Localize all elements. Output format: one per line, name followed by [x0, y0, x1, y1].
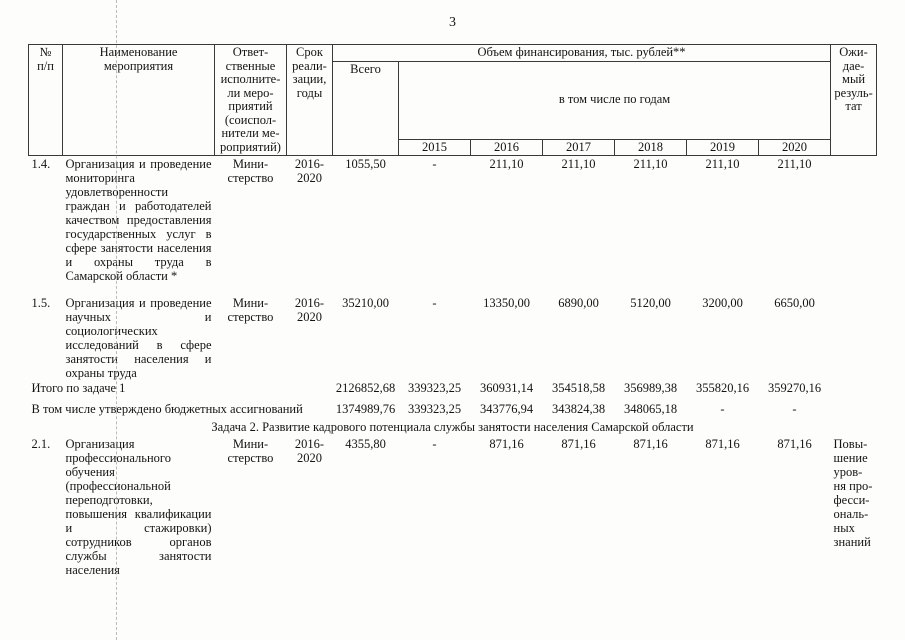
amount-2017: 343824,38	[551, 402, 606, 416]
amount-2015: -	[432, 296, 437, 310]
summary-row-task1-total: Итого по задаче 1 2126852,68 339323,25 3…	[29, 380, 877, 395]
measure-name: Организация и проведение мониторинга удо…	[65, 157, 212, 283]
expected-result	[831, 395, 877, 416]
col-header-responsible: Ответ- ственные исполните- ли меро- прия…	[214, 44, 287, 156]
total-amount: 4355,80	[345, 437, 386, 451]
responsible-executor: Мини- стерство	[227, 437, 274, 465]
page-number: 3	[449, 15, 456, 30]
responsible-executor: Мини- стерство	[227, 296, 274, 324]
amount-2019: 3200,00	[702, 296, 743, 310]
expected-result: Повы- шение уров- ня про- фесси- ональ- …	[833, 437, 873, 549]
amount-2015: -	[432, 437, 437, 451]
amount-2015: 339323,25	[407, 381, 462, 395]
implementation-term: 2016- 2020	[294, 437, 325, 465]
summary-label: Итого по задаче 1	[31, 381, 126, 395]
financing-table: № п/п Наименование мероприятия Ответ- ст…	[28, 44, 878, 577]
amount-2016: 871,16	[489, 437, 524, 451]
summary-row-approved-budget: В том числе утверждено бюджетных ассигно…	[29, 395, 877, 416]
amount-2018: 871,16	[633, 437, 668, 451]
total-amount: 35210,00	[342, 296, 389, 310]
amount-2020: -	[792, 402, 797, 416]
row-number: 1.4.	[31, 157, 51, 171]
table-header: № п/п Наименование мероприятия Ответ- ст…	[28, 44, 878, 156]
section-title-text: Задача 2. Развитие кадрового потенциала …	[211, 420, 694, 434]
amount-2016: 360931,14	[479, 381, 534, 395]
total-amount: 2126852,68	[335, 381, 396, 395]
amount-2020: 871,16	[777, 437, 812, 451]
col-header-year-2018: 2018	[614, 138, 687, 156]
section-title-task2: Задача 2. Развитие кадрового потенциала …	[29, 416, 877, 436]
table-row-1-5: 1.5. Организация и проведение научных и …	[29, 283, 877, 380]
expected-result	[831, 380, 877, 395]
amount-2018: 5120,00	[630, 296, 671, 310]
col-header-expected: Ожи- дае- мый резуль- тат	[830, 44, 878, 156]
col-header-year-2020: 2020	[757, 138, 832, 156]
col-header-year-2019: 2019	[686, 138, 759, 156]
responsible-executor: Мини- стерство	[227, 157, 274, 185]
amount-2016: 211,10	[489, 157, 524, 171]
col-header-by-years: в том числе по годам	[397, 60, 832, 140]
amount-2019: -	[720, 402, 725, 416]
amount-2020: 211,10	[777, 157, 812, 171]
amount-2016: 13350,00	[483, 296, 530, 310]
expected-result	[831, 156, 877, 284]
implementation-term: 2016- 2020	[294, 296, 325, 324]
amount-2018: 211,10	[633, 157, 668, 171]
amount-2015: -	[432, 157, 437, 171]
amount-2018: 348065,18	[623, 402, 678, 416]
amount-2019: 355820,16	[695, 381, 750, 395]
amount-2017: 211,10	[561, 157, 596, 171]
row-number: 2.1.	[31, 437, 51, 451]
col-header-term: Срок реали- зации, годы	[286, 44, 333, 156]
amount-2017: 6890,00	[558, 296, 599, 310]
row-number: 1.5.	[31, 296, 51, 310]
col-header-name: Наименование мероприятия	[62, 44, 215, 156]
amount-2015: 339323,25	[407, 402, 462, 416]
total-amount: 1055,50	[345, 157, 386, 171]
total-amount: 1374989,76	[335, 402, 396, 416]
col-header-total: Всего	[332, 60, 399, 156]
col-header-num: № п/п	[28, 44, 63, 156]
measure-name: Организация профессионального обучения (…	[65, 437, 212, 577]
amount-2019: 211,10	[705, 157, 740, 171]
summary-label: В том числе утверждено бюджетных ассигно…	[31, 402, 303, 416]
table-row-2-1: 2.1. Организация профессионального обуче…	[29, 436, 877, 577]
col-header-year-2017: 2017	[542, 138, 615, 156]
expected-result	[831, 283, 877, 380]
table-row-1-4: 1.4. Организация и проведение мониторинг…	[29, 156, 877, 284]
col-header-year-2015: 2015	[398, 138, 471, 156]
implementation-term: 2016- 2020	[294, 157, 325, 185]
amount-2018: 356989,38	[623, 381, 678, 395]
measure-name: Организация и проведение научных и социо…	[65, 296, 212, 380]
amount-2017: 354518,58	[551, 381, 606, 395]
amount-2016: 343776,94	[479, 402, 534, 416]
col-header-year-2016: 2016	[470, 138, 543, 156]
amount-2020: 359270,16	[767, 381, 822, 395]
col-header-financing: Объем финансирования, тыс. рублей**	[331, 44, 832, 62]
amount-2019: 871,16	[705, 437, 740, 451]
amount-2020: 6650,00	[774, 296, 815, 310]
amount-2017: 871,16	[561, 437, 596, 451]
